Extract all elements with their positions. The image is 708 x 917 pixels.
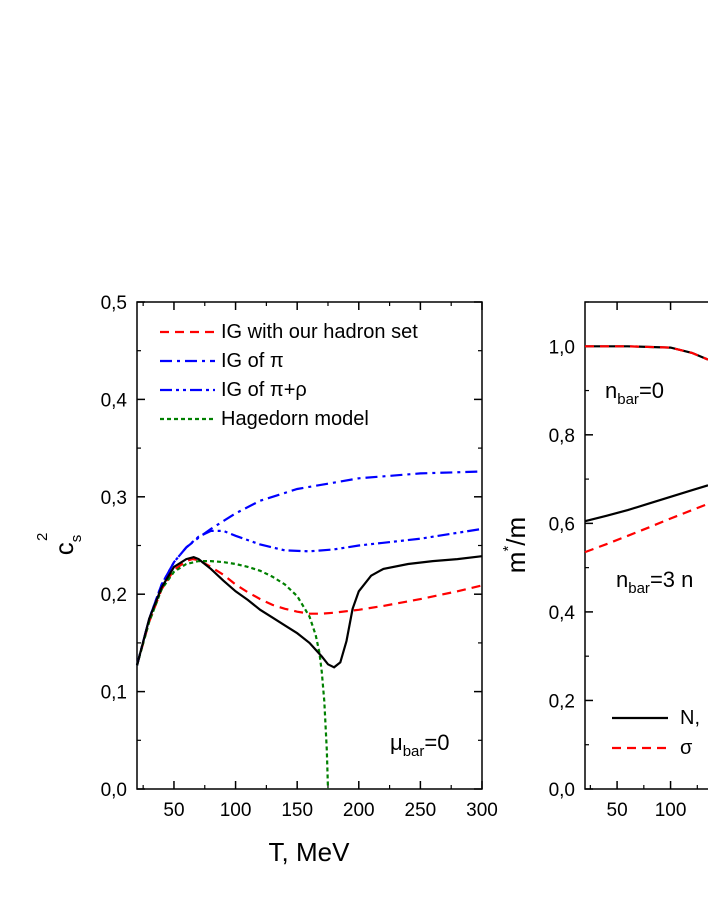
left-y-label-sup: 2 [34, 533, 51, 541]
left-legend-label-1: IG of π [221, 350, 284, 372]
right-legend: N, σ [612, 707, 700, 759]
left-series-line-4 [135, 555, 483, 669]
right-plot-frame [584, 301, 708, 790]
right-legend-label-1: σ [680, 737, 693, 759]
left-series-line-0 [135, 557, 483, 666]
right-series-line-3 [584, 502, 708, 554]
right-panel: 0,0 0,2 0,4 0,6 0,8 1,0 50 100 m*/m nbar=0 nbar… [500, 301, 708, 821]
left-mu-annotation: μbar=0 [390, 730, 449, 760]
left-y-tick-label: 0,1 [101, 683, 127, 704]
left-y-tick-label: 0,4 [101, 390, 128, 411]
left-y-label-main: c [49, 542, 79, 555]
left-x-tick-label: 150 [281, 800, 313, 821]
svg-text:cs: cs [49, 535, 85, 556]
left-series-line-2 [135, 527, 483, 666]
svg-text:m*/m: m*/m [500, 517, 531, 573]
right-y-tick-label: 0,2 [549, 691, 575, 712]
left-legend: IG with our hadron set IG of π IG of π+ρ Ha… [160, 321, 418, 430]
right-y-tick-label: 0,0 [549, 780, 575, 801]
right-series-line-2 [584, 484, 708, 523]
left-y-tick-label: 0,2 [101, 585, 127, 606]
left-y-tick-label: 0,3 [101, 488, 127, 509]
right-y-tick-label: 0,4 [549, 603, 576, 624]
right-y-tick-label: 1,0 [549, 337, 575, 358]
right-nbar3-annotation: nbar=3 n [616, 567, 693, 597]
left-x-tick-label: 50 [163, 800, 184, 821]
left-legend-label-2: IG of π+ρ [221, 379, 307, 401]
right-series [584, 345, 708, 554]
left-x-tick-label: 200 [343, 800, 375, 821]
right-y-tick-label: 0,6 [549, 514, 575, 535]
right-ticks: 0,0 0,2 0,4 0,6 0,8 1,0 50 100 [549, 301, 698, 821]
left-series-line-3 [135, 560, 330, 790]
left-y-tick-label: 0,5 [101, 293, 127, 314]
right-legend-label-0: N, [680, 707, 700, 729]
left-x-tick-label: 300 [466, 800, 498, 821]
right-y-axis-label: m*/m [500, 517, 531, 573]
right-x-tick-label: 50 [607, 800, 628, 821]
left-y-label-sub: s [68, 535, 85, 543]
right-nbar0-annotation: nbar=0 [605, 378, 664, 408]
right-x-tick-label: 100 [655, 800, 687, 821]
left-ticks: 0,0 0,1 0,2 0,3 0,4 0,5 50 100 150 200 250 300 [101, 293, 498, 821]
left-x-axis-label: T, MeV [269, 837, 351, 867]
left-x-tick-label: 100 [220, 800, 252, 821]
left-y-tick-label: 0,0 [101, 780, 127, 801]
right-y-tick-label: 0,8 [549, 426, 575, 447]
left-series [135, 470, 483, 790]
left-x-tick-label: 250 [405, 800, 437, 821]
left-panel: 0,0 0,1 0,2 0,3 0,4 0,5 50 100 150 200 250 300 IG w… [34, 293, 498, 867]
left-y-axis-label: cs 2 [34, 533, 85, 556]
left-series-line-1 [135, 470, 483, 666]
left-legend-label-3: Hagedorn model [221, 408, 369, 430]
left-legend-label-0: IG with our hadron set [221, 321, 418, 343]
right-series-line-1 [585, 345, 708, 361]
